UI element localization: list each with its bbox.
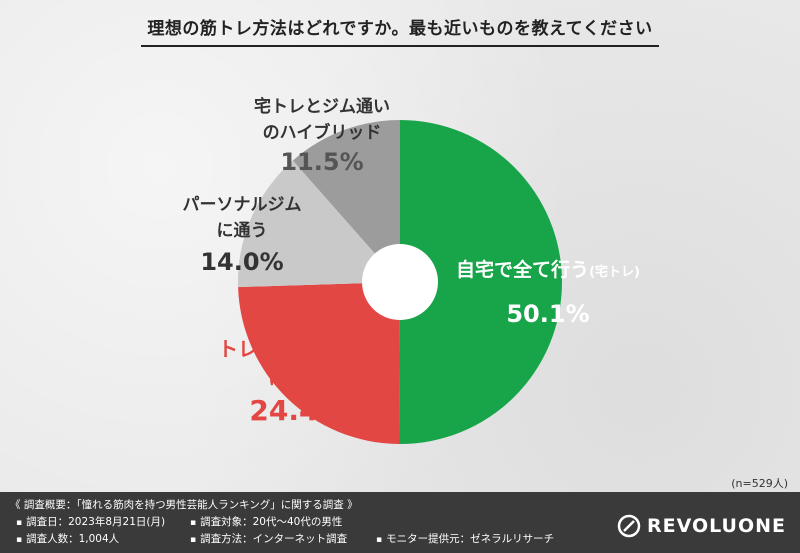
slice-value-1: 24.4% (249, 394, 346, 427)
pie-chart: 自宅で全て行う(宅トレ)50.1%トレーニングジムに通う24.4%パーソナルジム… (183, 96, 640, 444)
pie-slice-0 (398, 120, 563, 444)
slice-label-1-line2: に通う (268, 365, 328, 389)
slice-label-3-line2: のハイブリッド (263, 122, 382, 143)
chart-title: 理想の筋トレ方法はどれですか。最も近いものを教えてください (141, 14, 659, 47)
slice-label-0: 自宅で全て行う(宅トレ) (456, 258, 640, 281)
brand-logo-icon (617, 514, 641, 538)
pie-slice-1 (238, 282, 400, 444)
survey-count: 調査人数：1,004人 (16, 531, 119, 546)
pie-slice-3 (292, 120, 400, 282)
donut-hole (362, 244, 438, 320)
slice-label-2: パーソナルジム (183, 195, 302, 215)
brand-name: REVOLUONE (646, 515, 786, 537)
slice-value-2: 14.0% (200, 248, 283, 276)
footer: 《 調査概要：「憧れる筋肉を持つ男性芸能人ランキング」に関する調査 》 調査日：… (0, 492, 800, 553)
survey-summary: 《 調査概要：「憧れる筋肉を持つ男性芸能人ランキング」に関する調査 》 (10, 499, 358, 511)
survey-monitor: モニター提供元：ゼネラルリサーチ (376, 531, 554, 546)
slice-label-3: 宅トレとジム通い (254, 96, 390, 117)
slice-label-1: トレーニングジム (218, 337, 378, 361)
survey-date: 調査日：2023年8月21日(月) (16, 514, 165, 529)
slice-label-2-line2: に通う (217, 221, 268, 241)
survey-target: 調査対象：20代〜40代の男性 (190, 514, 342, 529)
survey-method: 調査方法：インターネット調査 (190, 531, 347, 546)
slice-value-3: 11.5% (280, 148, 363, 176)
brand-logo: REVOLUONE (617, 514, 786, 538)
slice-value-0: 50.1% (506, 300, 589, 328)
sample-size-label: (n=529人) (731, 477, 788, 490)
pie-slice-2 (238, 160, 400, 288)
